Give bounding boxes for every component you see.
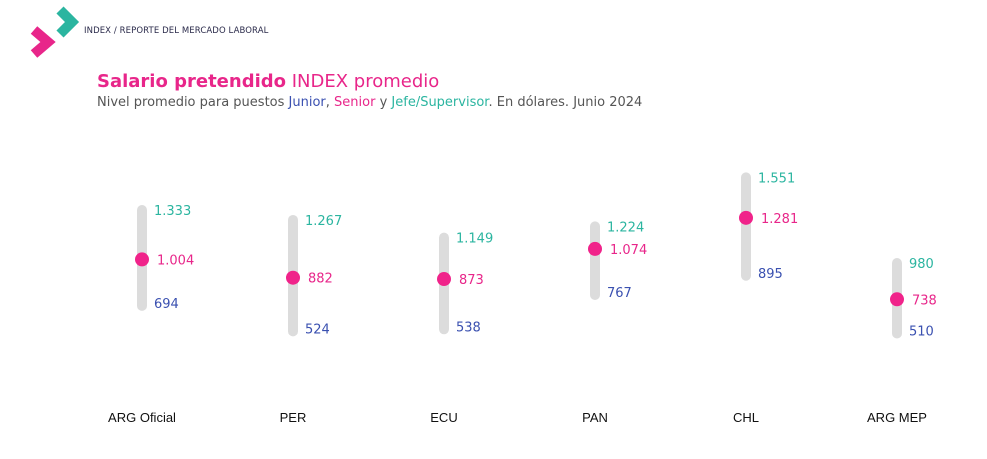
- senior-dot: [437, 272, 451, 287]
- label-jefe: 1.267: [305, 214, 342, 229]
- label-junior: 510: [909, 325, 934, 340]
- senior-dot: [588, 241, 602, 256]
- logo-icon: [30, 6, 80, 58]
- category-label: PER: [280, 410, 307, 425]
- chart-subtitle: Nivel promedio para puestos Junior, Seni…: [97, 95, 643, 110]
- label-senior: 738: [912, 293, 937, 308]
- category-label: ARG Oficial: [108, 410, 176, 425]
- label-jefe: 1.333: [154, 204, 191, 219]
- label-junior: 524: [305, 322, 330, 337]
- label-jefe: 1.149: [456, 232, 493, 247]
- category-label: ECU: [430, 410, 457, 425]
- label-jefe: 1.551: [758, 171, 795, 186]
- label-senior: 1.004: [157, 253, 194, 268]
- category-label: PAN: [582, 410, 608, 425]
- label-junior: 895: [758, 267, 783, 282]
- category-label: CHL: [733, 410, 759, 425]
- label-senior: 1.074: [610, 243, 647, 258]
- label-senior: 882: [308, 272, 333, 287]
- senior-dot: [739, 210, 753, 225]
- label-senior: 1.281: [761, 212, 798, 227]
- label-jefe: 1.224: [607, 220, 644, 235]
- chart-title: Salario pretendido INDEX promedio: [97, 71, 440, 92]
- senior-dot: [135, 252, 149, 267]
- label-senior: 873: [459, 273, 484, 288]
- breadcrumb: INDEX / REPORTE DEL MERCADO LABORAL: [84, 26, 269, 36]
- senior-dot: [890, 292, 904, 307]
- label-junior: 538: [456, 320, 481, 335]
- senior-dot: [286, 270, 300, 285]
- label-junior: 694: [154, 297, 179, 312]
- category-label: ARG MEP: [867, 410, 927, 425]
- label-junior: 767: [607, 286, 632, 301]
- label-jefe: 980: [909, 257, 934, 272]
